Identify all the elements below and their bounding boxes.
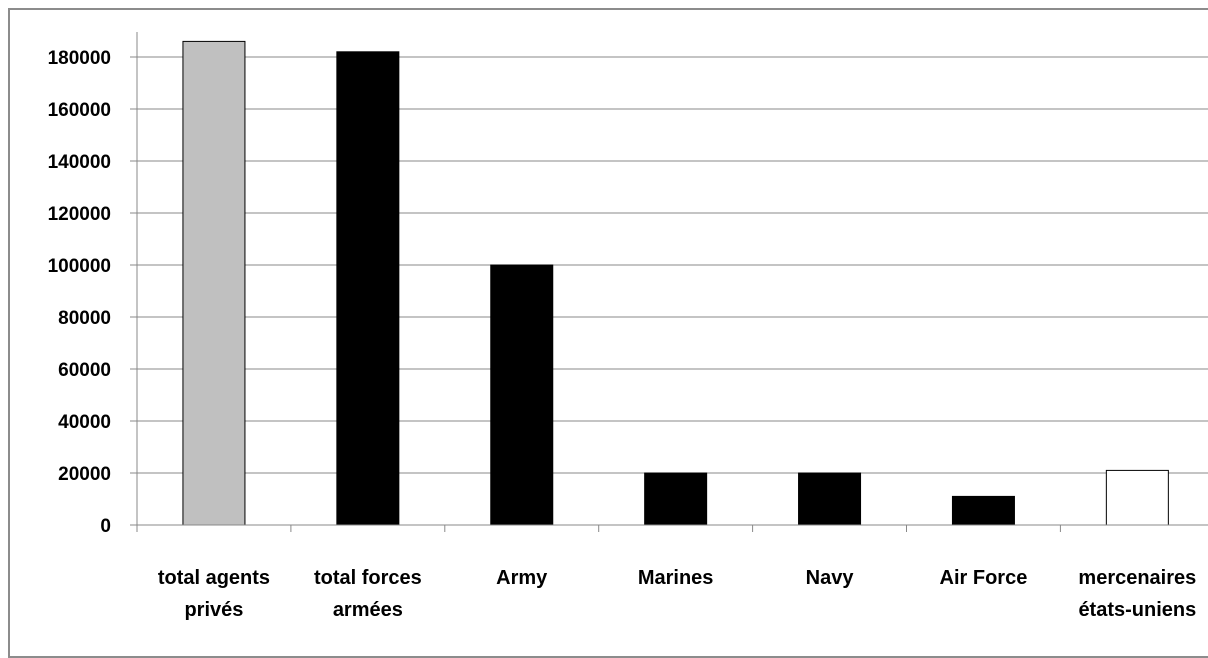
- bar-air-force: [951, 495, 1015, 526]
- bar-total-forces-arm-es: [336, 51, 400, 526]
- x-tick-label: total agents privés: [158, 567, 270, 621]
- x-tick-label: Army: [496, 567, 548, 589]
- y-tick-label: 40000: [58, 412, 111, 433]
- bar-total-agents-priv-s: [182, 40, 246, 526]
- y-tick-label: 80000: [58, 308, 111, 329]
- bars: [182, 40, 1169, 526]
- bar-navy: [798, 472, 862, 526]
- y-tick-label: 20000: [58, 464, 111, 485]
- y-axis-ticks: 0 20000 40000 60000 80000 100000 120000 140000 1…: [48, 48, 137, 537]
- bar-mercenaires-tats-uniens: [1105, 469, 1169, 526]
- y-tick-label: 140000: [48, 152, 111, 173]
- y-tick-label: 100000: [48, 256, 111, 277]
- x-tick-label: total forces armées: [314, 567, 422, 621]
- y-tick-label: 120000: [48, 204, 111, 225]
- x-tick-label: Air Force: [940, 567, 1028, 589]
- x-tick-label: Navy: [806, 567, 855, 589]
- y-tick-label: 60000: [58, 360, 111, 381]
- x-tick-label: Marines: [638, 567, 714, 589]
- bar-marines: [644, 472, 708, 526]
- gridlines: [137, 56, 1208, 474]
- x-axis-labels: total agents privés total forces armées Army…: [158, 567, 1196, 621]
- y-tick-label: 0: [100, 516, 111, 537]
- x-tick-label: mercenaires états-uniens: [1078, 567, 1196, 621]
- y-tick-label: 180000: [48, 48, 111, 69]
- y-tick-label: 160000: [48, 100, 111, 121]
- axes: [136, 32, 1208, 532]
- bar-army: [490, 264, 554, 526]
